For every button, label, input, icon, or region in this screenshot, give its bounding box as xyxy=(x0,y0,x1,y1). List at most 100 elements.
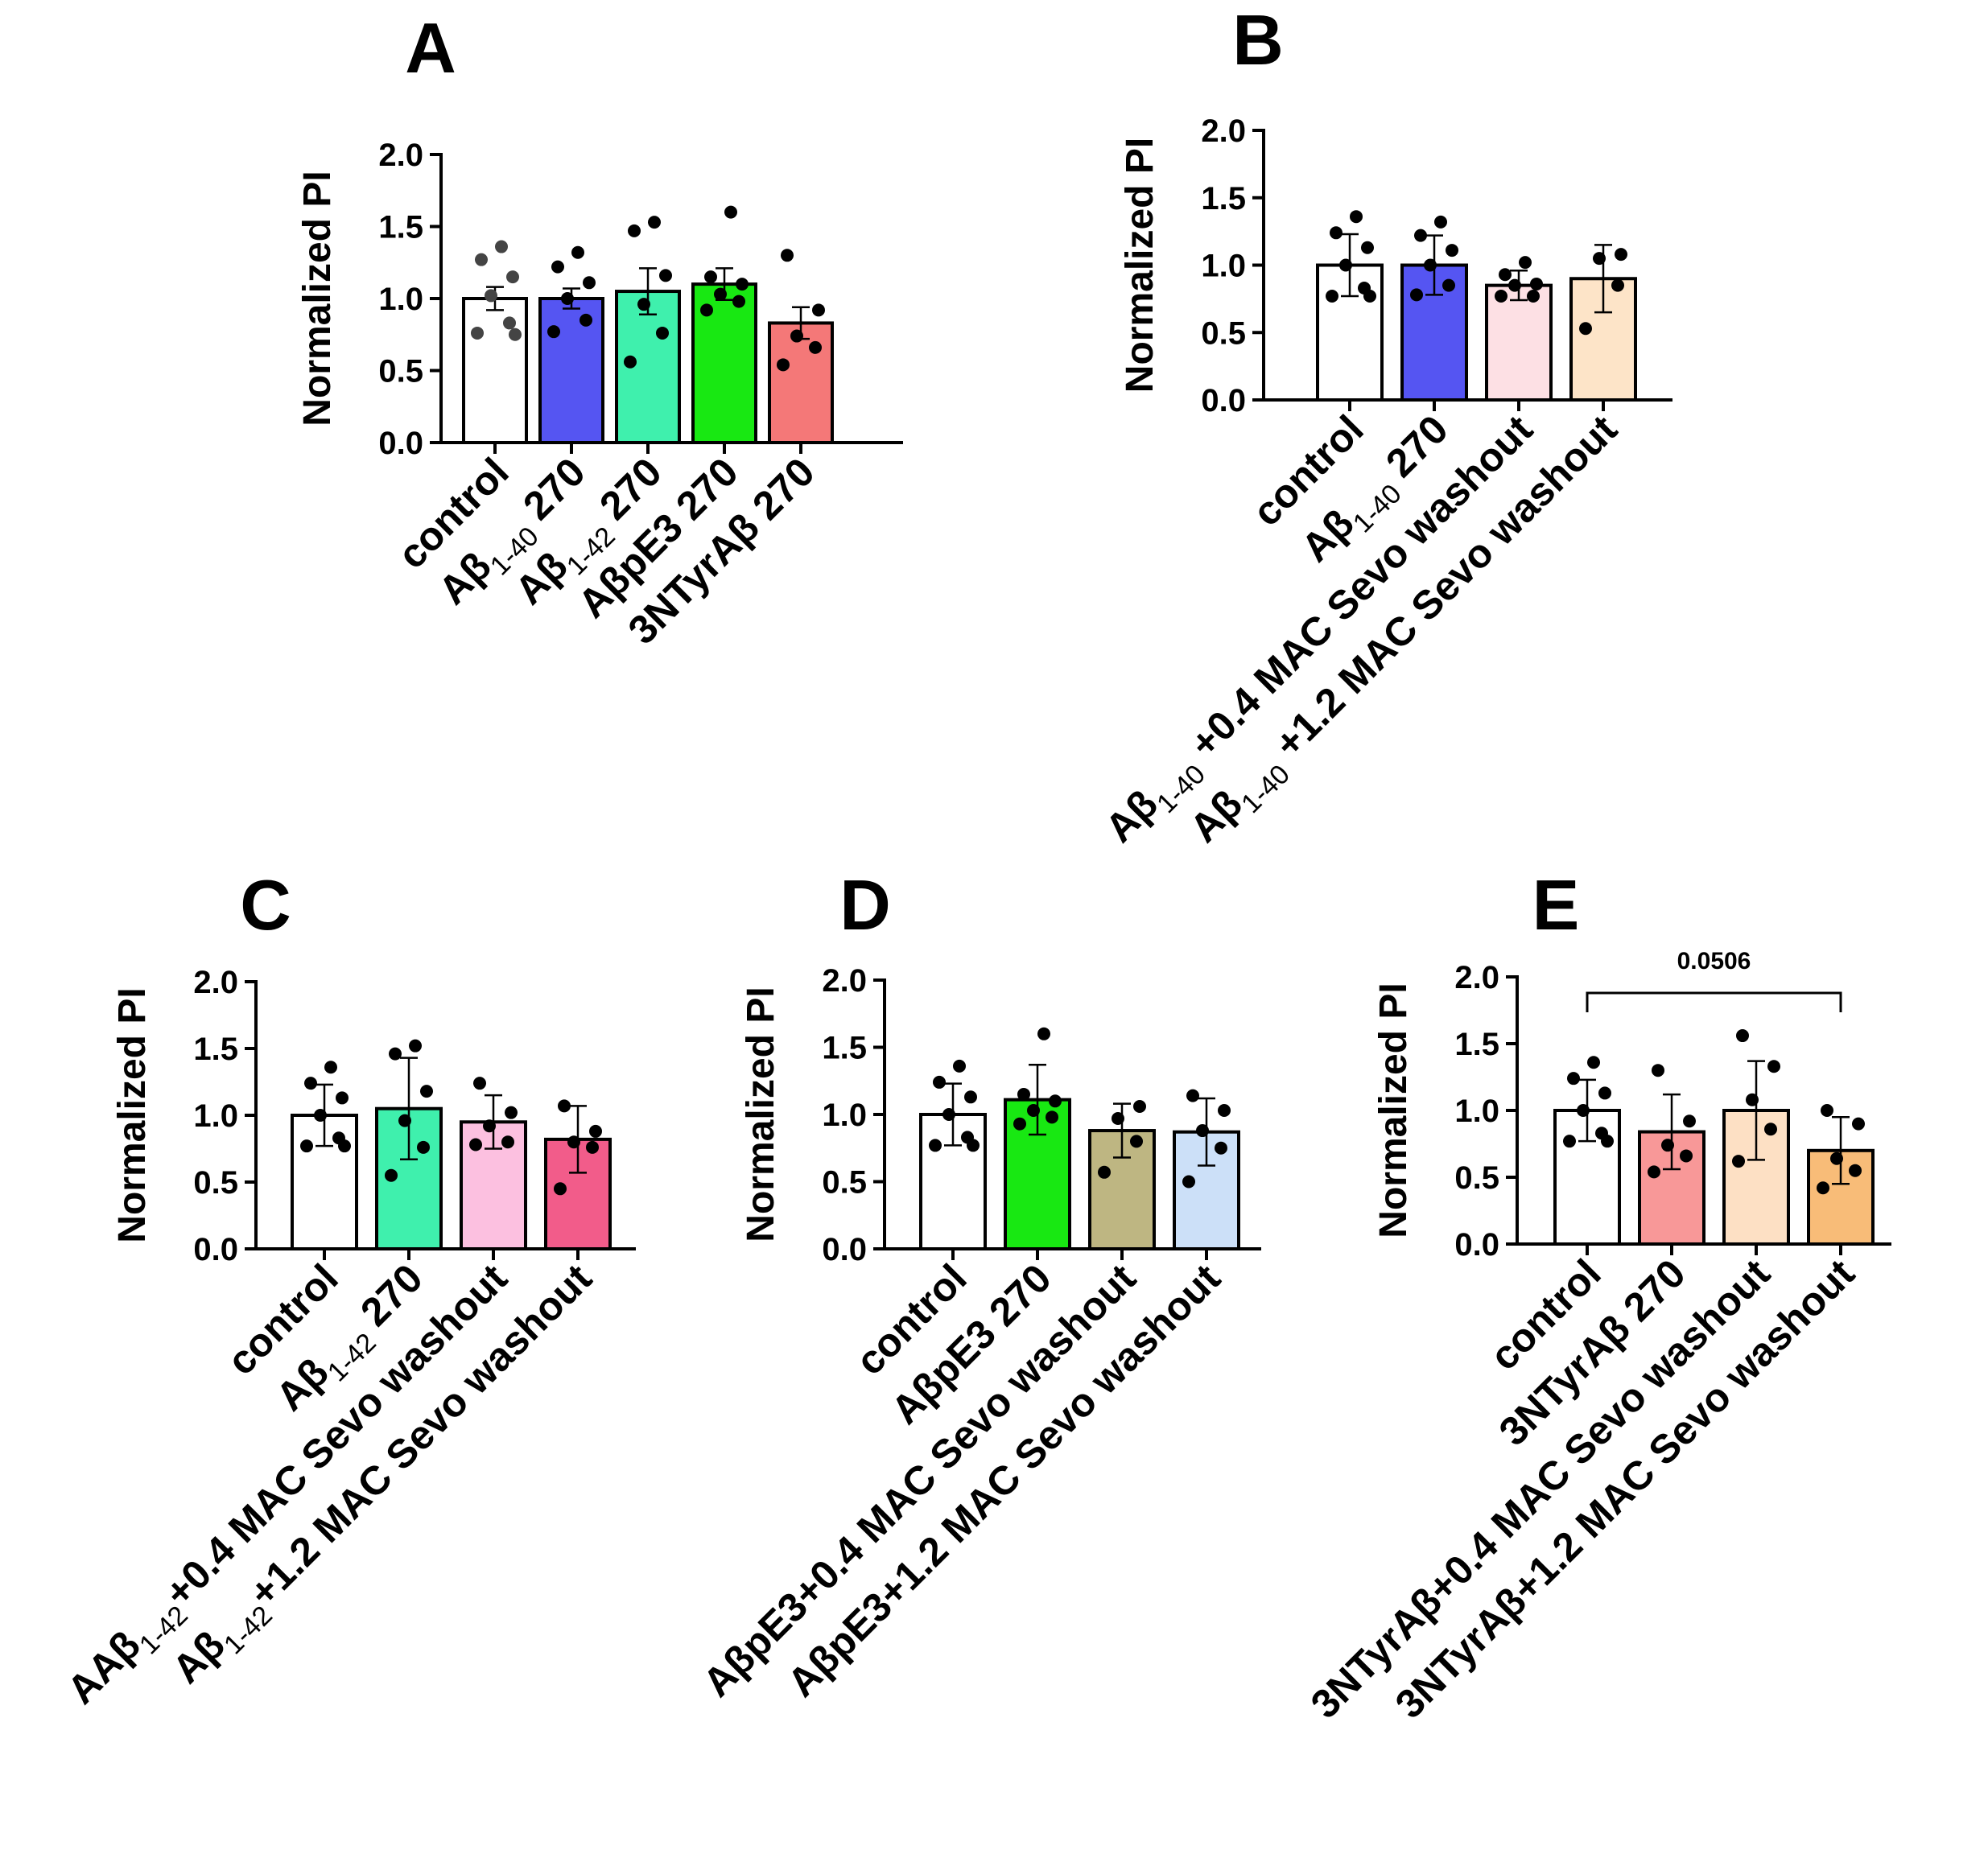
data-point xyxy=(1182,1175,1195,1189)
data-point xyxy=(1326,290,1338,303)
panel-letter: D xyxy=(839,865,891,945)
data-point xyxy=(700,303,713,317)
data-point xyxy=(473,1077,486,1090)
y-axis-label: Normalized PI xyxy=(296,171,339,426)
data-point xyxy=(1530,277,1543,290)
data-point xyxy=(1652,1064,1664,1077)
data-point xyxy=(586,1140,599,1154)
y-tick-label: 1.0 xyxy=(193,1098,238,1134)
data-point xyxy=(551,260,564,274)
panel-letter: E xyxy=(1532,865,1580,945)
data-point xyxy=(1593,252,1606,266)
data-point xyxy=(589,1124,602,1138)
data-point xyxy=(1648,1165,1660,1179)
y-tick-label: 0.5 xyxy=(1454,1160,1499,1196)
category-label-part: AAβ xyxy=(59,1622,149,1712)
data-point xyxy=(1611,278,1624,292)
data-point xyxy=(1017,1087,1030,1101)
data-point xyxy=(1013,1117,1026,1131)
y-axis-label: Normalized PI xyxy=(1119,138,1161,393)
data-point xyxy=(1519,256,1532,270)
data-point xyxy=(475,253,488,266)
data-point xyxy=(809,340,822,354)
category-label-part: +0.4 MAC Sevo washout xyxy=(1173,406,1541,774)
data-point xyxy=(1133,1099,1146,1113)
data-point xyxy=(1499,268,1512,282)
data-point xyxy=(389,1047,402,1061)
data-point xyxy=(1196,1124,1209,1138)
data-point xyxy=(648,216,661,229)
data-point xyxy=(953,1059,966,1073)
panel-letter: A xyxy=(405,8,456,88)
y-axis-label: Normalized PI xyxy=(740,987,782,1242)
data-point xyxy=(483,1119,496,1133)
category-label-part: 270 xyxy=(506,449,593,536)
data-point xyxy=(1410,288,1423,302)
data-point xyxy=(1587,1056,1600,1069)
data-point xyxy=(1037,1027,1050,1040)
data-point xyxy=(732,295,745,308)
data-point xyxy=(1615,248,1627,262)
data-point xyxy=(314,1109,327,1122)
data-point xyxy=(336,1091,349,1105)
data-point xyxy=(714,287,727,301)
data-point xyxy=(1736,1029,1749,1043)
p-value-label: 0.0506 xyxy=(1677,948,1751,974)
category-label-part: Aβ xyxy=(1096,781,1166,851)
y-tick-label: 1.5 xyxy=(378,210,423,245)
y-tick-label: 2.0 xyxy=(193,965,238,1000)
significance-bracket xyxy=(1586,991,1842,1012)
data-point xyxy=(1598,1086,1611,1100)
data-point xyxy=(1350,210,1363,224)
y-tick-label: 0.5 xyxy=(822,1165,867,1201)
data-point xyxy=(417,1140,430,1154)
data-point xyxy=(1361,241,1374,254)
data-point xyxy=(1764,1123,1777,1136)
data-point xyxy=(1424,258,1437,272)
data-point xyxy=(964,1090,977,1104)
y-tick-label: 1.0 xyxy=(1201,249,1246,284)
data-point xyxy=(656,326,669,340)
data-point xyxy=(558,1099,571,1113)
data-point xyxy=(485,289,497,303)
y-tick-label: 2.0 xyxy=(1201,113,1246,149)
data-point xyxy=(385,1168,398,1182)
data-point xyxy=(1330,226,1343,240)
data-point xyxy=(304,1077,317,1090)
data-point xyxy=(1732,1155,1745,1168)
data-point xyxy=(1680,1149,1693,1163)
data-point xyxy=(1049,1094,1062,1108)
data-point xyxy=(571,245,584,259)
data-point xyxy=(1567,1072,1580,1086)
data-point xyxy=(300,1139,313,1153)
data-point xyxy=(1746,1093,1759,1106)
data-point xyxy=(1215,1141,1227,1155)
data-point xyxy=(781,249,794,262)
data-point xyxy=(637,298,650,311)
data-point xyxy=(506,270,519,284)
data-point xyxy=(1027,1103,1040,1117)
data-point xyxy=(659,269,672,282)
bar xyxy=(462,297,528,444)
y-tick-label: 1.5 xyxy=(1454,1027,1499,1062)
panel-letter: B xyxy=(1232,0,1284,80)
data-point xyxy=(1495,290,1507,303)
data-point xyxy=(1601,1135,1614,1148)
y-tick-label: 0.0 xyxy=(193,1232,238,1267)
data-point xyxy=(398,1114,411,1127)
bar xyxy=(538,297,604,444)
data-point xyxy=(1852,1117,1865,1131)
y-tick-label: 2.0 xyxy=(822,963,867,999)
y-tick-label: 1.0 xyxy=(1454,1094,1499,1129)
y-tick-label: 1.5 xyxy=(822,1031,867,1066)
data-point xyxy=(1508,278,1521,292)
data-point xyxy=(1767,1060,1780,1073)
data-point xyxy=(501,1135,514,1149)
data-point xyxy=(1112,1112,1124,1126)
data-point xyxy=(736,278,749,291)
